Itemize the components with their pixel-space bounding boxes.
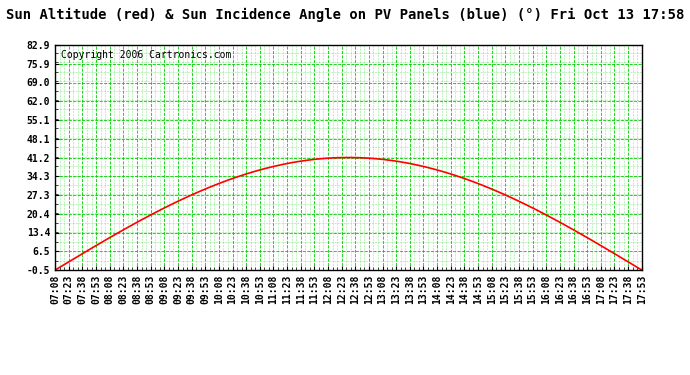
- Text: Copyright 2006 Cartronics.com: Copyright 2006 Cartronics.com: [61, 50, 231, 60]
- Text: Sun Altitude (red) & Sun Incidence Angle on PV Panels (blue) (°) Fri Oct 13 17:5: Sun Altitude (red) & Sun Incidence Angle…: [6, 8, 684, 22]
